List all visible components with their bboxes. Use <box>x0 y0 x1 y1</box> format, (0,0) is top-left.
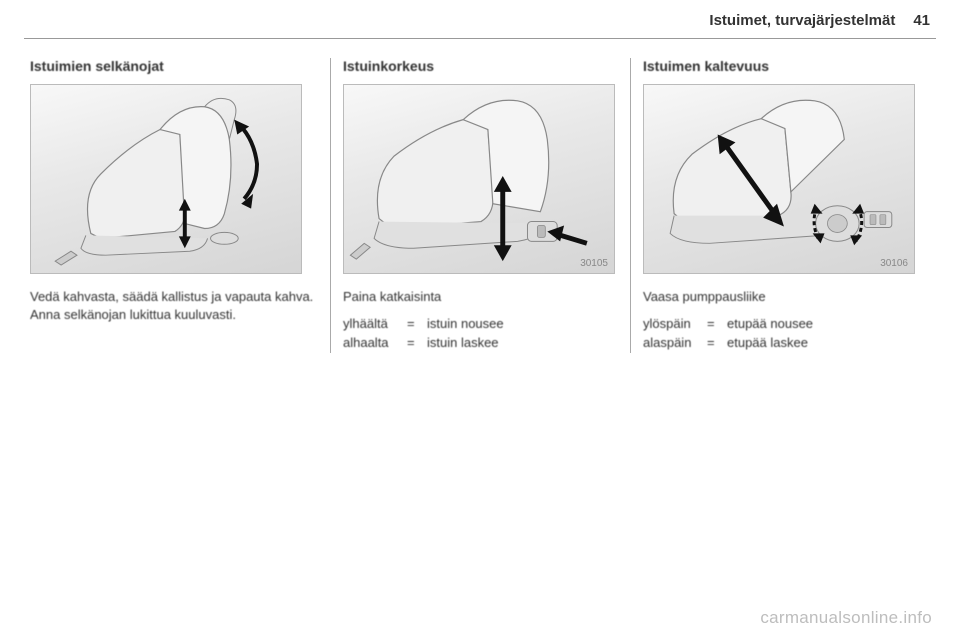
caption-text: Paina katkaisinta <box>343 288 618 306</box>
figure-height: 30105 <box>343 84 615 274</box>
watermark: carmanualsonline.info <box>760 608 932 628</box>
header-rule <box>24 38 936 39</box>
seat-tilt-illustration <box>644 85 914 273</box>
definition-value: istuin laskee <box>427 333 499 353</box>
definition-key: ylhäältä <box>343 314 401 334</box>
seat-backrest-illustration <box>31 85 301 273</box>
caption-text: Vedä kahvasta, säädä kallistus ja va­pau… <box>30 288 318 323</box>
figure-tilt: 30106 <box>643 84 915 274</box>
header-title: Istuimet, turvajärjestelmät <box>709 12 895 29</box>
equals-sign: = <box>707 333 721 353</box>
column-height: Istuinkorkeus 30105 Paina katkaisinta <box>330 58 630 353</box>
equals-sign: = <box>407 333 421 353</box>
definition-value: etupää laskee <box>727 333 808 353</box>
content-columns: Istuimien selkänojat Vedä kahvasta, sääd… <box>30 58 930 353</box>
definition-key: ylöspäin <box>643 314 701 334</box>
definition-table: ylöspäin = etupää nousee alaspäin = etup… <box>643 314 918 353</box>
equals-sign: = <box>407 314 421 334</box>
column-title: Istuimen kaltevuus <box>643 58 918 74</box>
definition-value: istuin nousee <box>427 314 504 334</box>
equals-sign: = <box>707 314 721 334</box>
seat-height-illustration <box>344 85 614 273</box>
definition-row: alaspäin = etupää laskee <box>643 333 918 353</box>
figure-id: 30105 <box>580 258 608 269</box>
definition-row: ylhäältä = istuin nousee <box>343 314 618 334</box>
definition-row: alhaalta = istuin laskee <box>343 333 618 353</box>
column-title: Istuinkorkeus <box>343 58 618 74</box>
figure-backrest <box>30 84 302 274</box>
definition-table: ylhäältä = istuin nousee alhaalta = istu… <box>343 314 618 353</box>
caption-text: Vaasa pumppausliike <box>643 288 918 306</box>
column-tilt: Istuimen kaltevuus <box>630 58 930 353</box>
definition-key: alaspäin <box>643 333 701 353</box>
definition-row: ylöspäin = etupää nousee <box>643 314 918 334</box>
definition-key: alhaalta <box>343 333 401 353</box>
page-header: Istuimet, turvajärjestelmät 41 <box>0 0 960 40</box>
figure-id: 30106 <box>880 258 908 269</box>
column-title: Istuimien selkänojat <box>30 58 318 74</box>
header-page-number: 41 <box>913 12 930 29</box>
definition-value: etupää nousee <box>727 314 813 334</box>
column-backrest: Istuimien selkänojat Vedä kahvasta, sääd… <box>30 58 330 353</box>
